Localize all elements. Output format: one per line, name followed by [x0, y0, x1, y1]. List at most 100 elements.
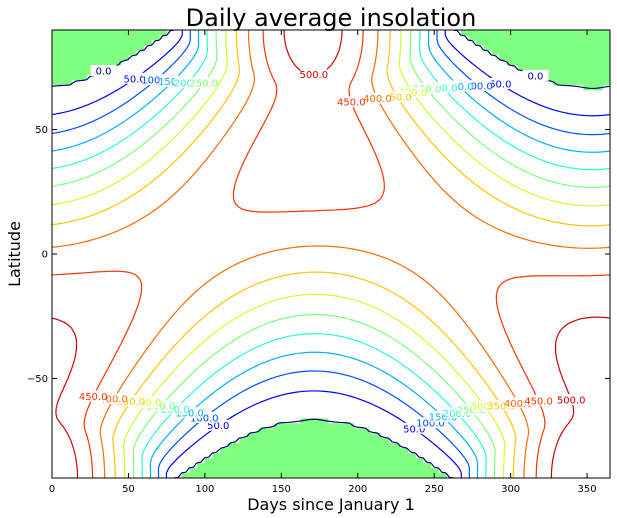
contour-label-500: 500.0: [557, 396, 586, 407]
contour-label-bg: [465, 80, 492, 92]
contour-label-bg: [300, 68, 327, 80]
contour-label-350: 350.0: [117, 397, 146, 408]
contour-line-150: [52, 30, 610, 478]
contour-label-bg: [430, 82, 457, 94]
y-tick-label: 50: [35, 125, 48, 136]
contour-label-300: 300.0: [133, 398, 162, 409]
contour-label-bg: [522, 69, 549, 81]
y-tick-label: −50: [27, 374, 48, 385]
chart-title: Daily average insolation: [186, 4, 477, 32]
contour-label-bg: [488, 399, 515, 411]
contour-label-bg: [444, 407, 471, 419]
contour-label-200: 200.0: [161, 405, 190, 416]
contour-label-50: 50.0: [207, 421, 229, 432]
contour-label-bg: [134, 396, 161, 408]
contour-label-200: 200.0: [443, 409, 472, 420]
contour-label-200: 200.0: [174, 78, 203, 89]
contour-label-bg: [175, 76, 202, 88]
contour-label-bg: [162, 403, 189, 415]
contour-label-100: 100.0: [141, 76, 170, 87]
contour-line-250: [52, 30, 610, 478]
contour-label-bg: [117, 395, 144, 407]
polar-night-fill: [52, 30, 610, 478]
contour-label-300: 300.0: [471, 402, 500, 413]
contour-label-400: 400.0: [504, 399, 533, 410]
contour-line-350: [52, 30, 610, 478]
contour-label-bg: [472, 400, 499, 412]
contour-label-bg: [100, 393, 127, 405]
plot-frame: [51, 29, 611, 479]
contour-line-200: [52, 30, 610, 478]
contour-label-50: 50.0: [403, 424, 425, 435]
contour-label-bg: [430, 411, 457, 423]
x-axis-label: Days since January 1: [247, 495, 415, 514]
contour-label-100: 100.0: [190, 413, 219, 424]
contour-label-bg: [121, 72, 148, 84]
contour-label-0: 0.0: [96, 66, 112, 77]
contour-label-450: 450.0: [337, 98, 366, 109]
x-tick-label: 150: [272, 484, 291, 495]
contour-label-bg: [384, 91, 411, 103]
contour-label-bg: [80, 390, 107, 402]
contour-line-100: [52, 30, 610, 478]
contour-label-250: 250.0: [413, 85, 442, 96]
contour-label-250: 250.0: [189, 79, 218, 90]
contour-line-500: [52, 30, 610, 478]
x-tick-label: 350: [578, 484, 597, 495]
contour-label-bg: [205, 419, 232, 431]
y-tick-label: 0: [42, 250, 48, 261]
contour-line-50: [52, 30, 610, 478]
contour-label-400: 400.0: [363, 94, 392, 105]
contour-label-150: 150.0: [158, 77, 187, 88]
contour-label-bg: [176, 407, 203, 419]
contour-label-150: 150.0: [445, 82, 474, 93]
contour-label-100: 100.0: [464, 82, 493, 93]
contour-label-bg: [417, 417, 444, 429]
contour-label-250: 250.0: [147, 402, 176, 413]
x-tick-label: 100: [195, 484, 214, 495]
contour-label-bg: [90, 64, 117, 76]
x-tick-label: 0: [49, 484, 55, 495]
contour-label-150: 150.0: [175, 409, 204, 420]
contour-label-bg: [458, 404, 485, 416]
contour-label-bg: [364, 92, 391, 104]
contour-label-50: 50.0: [124, 74, 146, 85]
contour-label-bg: [338, 96, 365, 108]
x-tick-label: 200: [348, 484, 367, 495]
y-axis-label: Latitude: [5, 221, 24, 287]
contour-label-300: 300.0: [398, 88, 427, 99]
contour-label-250: 250.0: [457, 406, 486, 417]
x-tick-label: 50: [122, 484, 135, 495]
x-tick-label: 300: [501, 484, 520, 495]
contour-label-50: 50.0: [489, 79, 511, 90]
contour-label-bg: [401, 422, 428, 434]
contour-label-350: 350.0: [383, 93, 412, 104]
contour-label-bg: [142, 74, 169, 86]
contour-label-bg: [190, 77, 217, 89]
contour-line-450: [52, 30, 610, 478]
x-tick-label: 250: [425, 484, 444, 495]
contour-label-bg: [558, 394, 585, 406]
contour-label-350: 350.0: [487, 401, 516, 412]
contour-line-400: [52, 30, 610, 478]
contour-label-bg: [414, 83, 441, 95]
contour-label-0: 0.0: [528, 71, 544, 82]
contour-line-300: [52, 30, 610, 478]
contour-label-100: 100.0: [416, 419, 445, 430]
contour-label-bg: [525, 394, 552, 406]
contour-label-150: 150.0: [429, 413, 458, 424]
contour-label-bg: [487, 77, 514, 89]
contour-label-bg: [191, 411, 218, 423]
contour-label-bg: [446, 80, 473, 92]
contour-label-bg: [159, 75, 186, 87]
contour-line-0: [52, 30, 610, 478]
contour-label-200: 200.0: [429, 84, 458, 95]
contour-label-bg: [505, 397, 532, 409]
contour-label-450: 450.0: [524, 396, 553, 407]
contour-label-bg: [148, 400, 175, 412]
contour-label-500: 500.0: [299, 70, 328, 81]
contour-label-400: 400.0: [99, 395, 128, 406]
contour-label-450: 450.0: [79, 392, 108, 403]
contour-label-bg: [399, 86, 426, 98]
